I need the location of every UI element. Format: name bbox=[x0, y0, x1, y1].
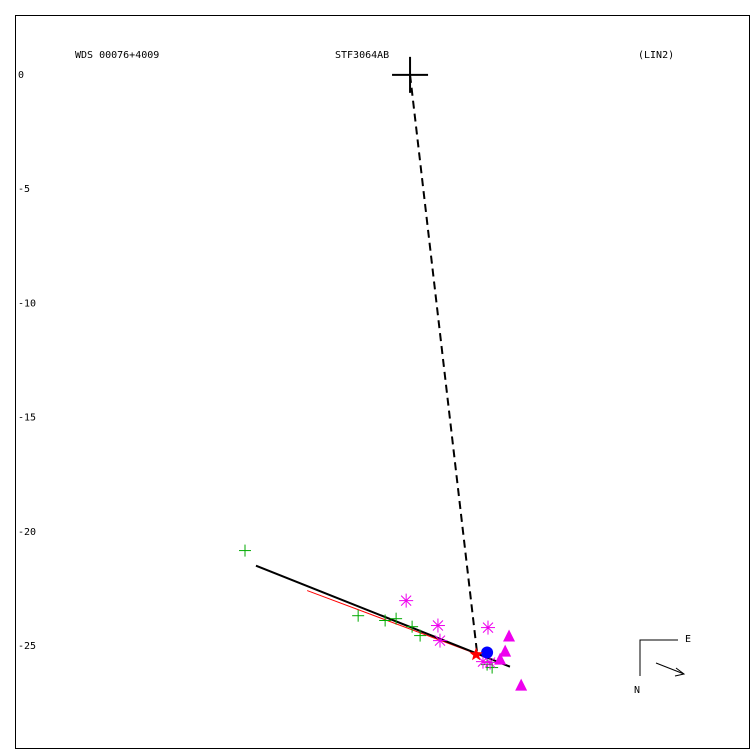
shape bbox=[481, 646, 494, 659]
shape bbox=[494, 652, 507, 665]
y-tick-label: -10 bbox=[18, 298, 36, 309]
point-asterisk bbox=[483, 655, 498, 670]
compass bbox=[639, 639, 686, 677]
point-plus bbox=[352, 609, 365, 622]
point-triangle bbox=[515, 678, 528, 691]
point-bigplus bbox=[392, 56, 429, 93]
point-asterisk bbox=[432, 633, 447, 648]
shape bbox=[515, 678, 528, 691]
point-triangle bbox=[494, 652, 507, 665]
shape bbox=[499, 644, 512, 657]
shape bbox=[503, 629, 516, 642]
point-asterisk bbox=[430, 618, 445, 633]
y-tick-label: -5 bbox=[18, 184, 30, 195]
point-triangle bbox=[499, 644, 512, 657]
chart-title: WDS 00076+4009 bbox=[75, 50, 159, 61]
point-plus bbox=[414, 629, 427, 642]
chart-subtitle: STF3064AB bbox=[335, 50, 389, 61]
shape bbox=[469, 647, 483, 661]
y-tick-label: -15 bbox=[18, 413, 36, 424]
orbit-line bbox=[409, 74, 479, 653]
stroke bbox=[484, 657, 496, 668]
point-asterisk bbox=[481, 620, 496, 635]
point-plus bbox=[379, 614, 392, 627]
y-tick-label: 0 bbox=[18, 70, 24, 81]
point-plus bbox=[238, 544, 251, 557]
point-plus bbox=[486, 661, 499, 674]
point-star bbox=[469, 647, 483, 661]
plot-frame bbox=[15, 15, 750, 749]
stroke bbox=[434, 635, 446, 646]
y-tick-label: -20 bbox=[18, 527, 36, 538]
point-triangle bbox=[503, 629, 516, 642]
compass-arrow bbox=[655, 662, 685, 675]
point-circle bbox=[481, 646, 494, 659]
orbit-line bbox=[255, 564, 511, 668]
point-plus bbox=[406, 620, 419, 633]
stroke bbox=[482, 622, 494, 633]
compass-north: N bbox=[634, 685, 640, 696]
compass-east: E bbox=[685, 634, 691, 645]
stroke bbox=[432, 620, 444, 631]
point-plus bbox=[390, 612, 403, 625]
stroke bbox=[400, 595, 412, 606]
compass-arrowhead bbox=[674, 667, 686, 677]
y-tick-label: -25 bbox=[18, 641, 36, 652]
annotation: (LIN2) bbox=[638, 50, 674, 61]
point-asterisk bbox=[399, 593, 414, 608]
compass-axes bbox=[639, 639, 678, 676]
